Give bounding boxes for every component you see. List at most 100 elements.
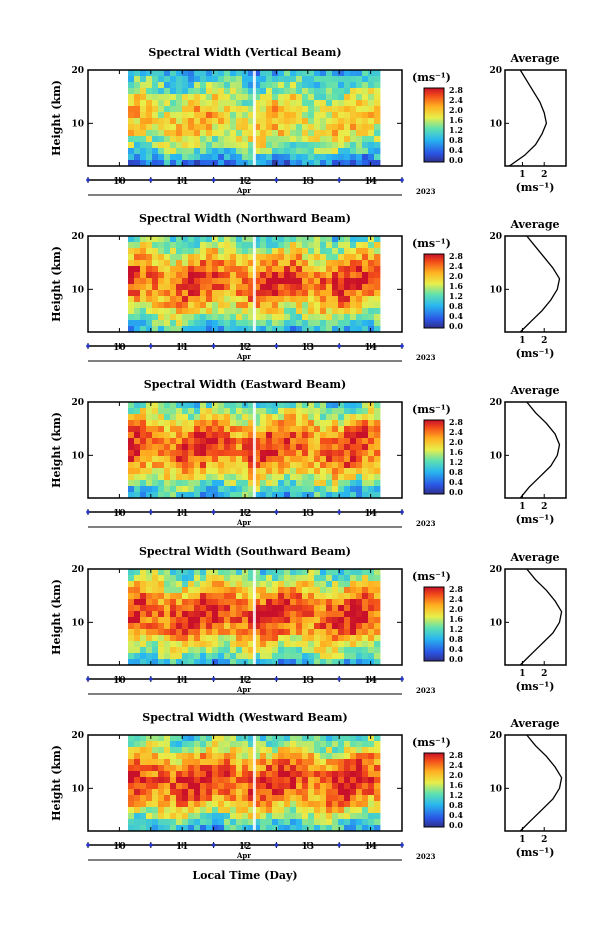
- colorbar: [423, 419, 445, 495]
- heatmap-cell: [314, 248, 321, 255]
- heatmap-cell: [242, 272, 249, 279]
- heatmap-cell: [314, 735, 321, 742]
- heatmap-cell: [290, 142, 297, 149]
- heatmap-cell: [152, 278, 159, 285]
- heatmap-cell: [248, 759, 255, 766]
- heatmap-cell: [248, 438, 255, 445]
- heatmap-cell: [332, 450, 339, 457]
- heatmap-cell: [206, 759, 213, 766]
- heatmap-cell: [146, 462, 153, 469]
- y-tick-label: 20: [71, 398, 84, 408]
- heatmap-cell: [170, 456, 177, 463]
- heatmap-cell: [242, 254, 249, 261]
- heatmap-cell: [308, 819, 315, 826]
- heatmap-cell: [362, 825, 369, 832]
- heatmap-cell: [290, 450, 297, 457]
- heatmap-cell: [332, 825, 339, 832]
- heatmap-cell: [188, 70, 195, 77]
- heatmap-cell: [284, 741, 291, 748]
- heatmap-cell: [308, 813, 315, 820]
- heatmap-cell: [218, 581, 225, 588]
- heatmap-cell: [302, 486, 309, 493]
- heatmap-cell: [248, 420, 255, 427]
- heatmap-cell: [134, 587, 141, 594]
- heatmap-cell: [326, 88, 333, 95]
- heatmap-cell: [146, 617, 153, 624]
- heatmap-cell: [260, 444, 267, 451]
- heatmap-cell: [350, 426, 357, 433]
- heatmap-cell: [200, 432, 207, 439]
- heatmap-cell: [278, 130, 285, 137]
- heatmap-cell: [194, 813, 201, 820]
- heatmap-cell: [218, 314, 225, 321]
- heatmap-cell: [170, 753, 177, 760]
- heatmap-cell: [236, 444, 243, 451]
- heatmap-cell: [296, 100, 303, 107]
- heatmap-cell: [272, 148, 279, 155]
- heatmap-cell: [362, 308, 369, 315]
- heatmap-cell: [158, 801, 165, 808]
- heatmap-cell: [176, 759, 183, 766]
- heatmap-cell: [266, 801, 273, 808]
- heatmap-cell: [218, 296, 225, 303]
- heatmap-cell: [218, 272, 225, 279]
- heatmap-cell: [356, 420, 363, 427]
- heatmap-cell: [194, 783, 201, 790]
- heatmap-cell: [326, 326, 333, 333]
- heatmap-cell: [170, 462, 177, 469]
- heatmap-cell: [266, 290, 273, 297]
- heatmap-cell: [296, 765, 303, 772]
- heatmap-cell: [284, 593, 291, 600]
- heatmap-cell: [332, 112, 339, 119]
- heatmap-cell: [266, 569, 273, 576]
- heatmap-cell: [134, 432, 141, 439]
- heatmap-cell: [134, 296, 141, 303]
- heatmap-cell: [146, 284, 153, 291]
- heatmap-cell: [206, 118, 213, 125]
- heatmap-cell: [224, 462, 231, 469]
- heatmap-cell: [362, 438, 369, 445]
- heatmap-cell: [374, 142, 381, 149]
- heatmap-cell: [188, 771, 195, 778]
- heatmap-cell: [134, 88, 141, 95]
- heatmap-cell: [206, 753, 213, 760]
- heatmap-cell: [218, 76, 225, 83]
- heatmap-cell: [296, 438, 303, 445]
- heatmap-cell: [182, 783, 189, 790]
- profile-x-tick-label: 1: [519, 669, 525, 679]
- heatmap-cell: [326, 254, 333, 261]
- heatmap-cell: [374, 70, 381, 77]
- heatmap-cell: [290, 76, 297, 83]
- heatmap-cell: [206, 420, 213, 427]
- heatmap-cell: [188, 402, 195, 409]
- heatmap-cell: [248, 142, 255, 149]
- heatmap-cell: [350, 795, 357, 802]
- heatmap-cell: [242, 302, 249, 309]
- heatmap-cell: [170, 284, 177, 291]
- heatmap-cell: [242, 432, 249, 439]
- heatmap-cell: [146, 260, 153, 267]
- heatmap-cell: [314, 456, 321, 463]
- heatmap-cell: [260, 284, 267, 291]
- heatmap-cell: [218, 302, 225, 309]
- heatmap-cell: [296, 801, 303, 808]
- heatmap-cell: [152, 112, 159, 119]
- heatmap-cell: [248, 486, 255, 493]
- heatmap-cell: [326, 771, 333, 778]
- heatmap-cell: [236, 248, 243, 255]
- colorbar-tick-label: 2.0: [449, 271, 463, 281]
- heatmap-cell: [356, 623, 363, 630]
- heatmap-cell: [332, 611, 339, 618]
- heatmap-cell: [164, 154, 171, 161]
- heatmap-cell: [350, 575, 357, 582]
- heatmap-cell: [320, 635, 327, 642]
- heatmap-cell: [194, 462, 201, 469]
- heatmap-cell: [176, 160, 183, 167]
- heatmap-cell: [290, 629, 297, 636]
- profile-x-label: (ms⁻¹): [516, 347, 555, 360]
- heatmap-cell: [326, 611, 333, 618]
- heatmap-cell: [212, 302, 219, 309]
- heatmap-cell: [332, 599, 339, 606]
- heatmap-cell: [284, 260, 291, 267]
- heatmap-cell: [164, 426, 171, 433]
